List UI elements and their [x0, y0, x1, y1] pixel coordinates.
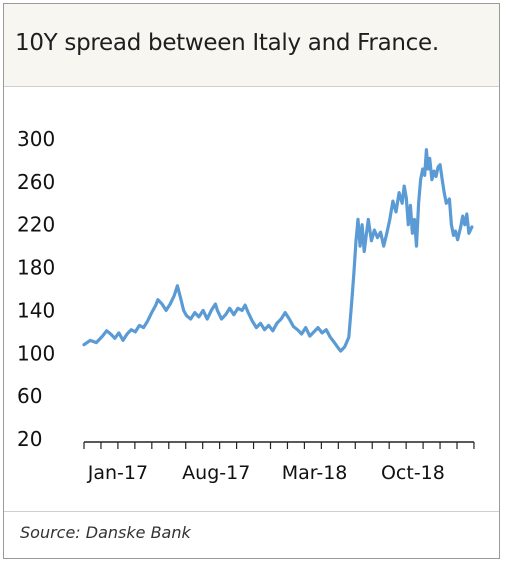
x-axis: [83, 441, 475, 449]
source-note: Source: Danske Bank: [20, 523, 191, 542]
y-tick-label: 180: [17, 256, 55, 280]
x-tick-label: Oct-18: [381, 462, 445, 484]
x-tick-label: Mar-18: [282, 462, 348, 484]
series-line: [82, 148, 474, 353]
y-tick-label: 20: [17, 427, 42, 451]
x-tick-label: Jan-17: [87, 462, 148, 484]
y-tick-label: 220: [17, 213, 55, 237]
y-tick-label: 60: [17, 384, 42, 408]
x-axis-labels: Jan-17 Aug-17 Mar-18 Oct-18: [87, 462, 445, 484]
chart-frame: 10Y spread between Italy and France. 300…: [3, 3, 500, 559]
y-axis-labels: 300 260 220 180 140 100 60 20: [17, 127, 55, 451]
title-band: [4, 4, 499, 87]
chart-svg: 300 260 220 180 140 100 60 20 Jan-17 Aug-17 Mar-1…: [17, 127, 475, 484]
y-tick-label: 300: [17, 127, 55, 151]
y-tick-label: 260: [17, 170, 55, 194]
source-divider: [4, 511, 499, 512]
series-group: [82, 148, 474, 353]
y-tick-label: 100: [17, 341, 55, 365]
chart-title: 10Y spread between Italy and France.: [15, 30, 439, 56]
y-tick-label: 140: [17, 298, 55, 322]
x-tick-label: Aug-17: [182, 462, 250, 484]
